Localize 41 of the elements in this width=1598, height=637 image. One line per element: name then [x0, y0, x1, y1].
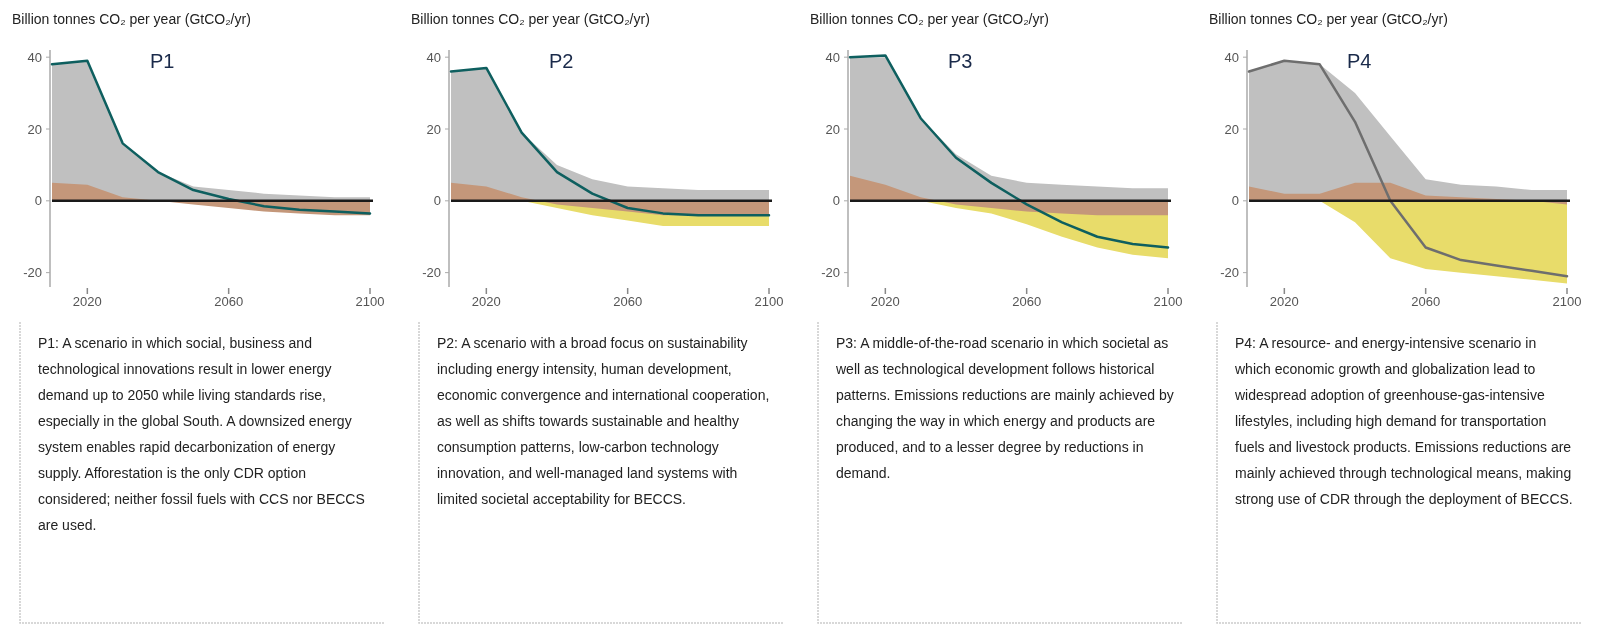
chart-title: P4	[1347, 50, 1372, 72]
y-tick-label: 20	[1224, 121, 1239, 137]
text: P4: A resource- and energy-intensive scenario in which economic growth and globalization lead to widespread adoption of greenhouse-gas-intensive lifestyles, including high demand for transportation fuels and livestock products. Emissions reductions are mainly achieved through technological means, making strong use of CDR through the deployment of BECCS.	[1234, 335, 1573, 507]
y-tick-label: 0	[1231, 193, 1239, 209]
y-tick-label: 0	[433, 193, 441, 209]
y-tick-label: 40	[825, 49, 840, 65]
y-tick-label: -20	[23, 265, 42, 281]
x-tick-label: 2020	[1269, 294, 1299, 309]
y-axis-title: Billion tonnes CO₂ per year (GtCO₂/yr)	[810, 11, 1049, 27]
x-tick-label: 2020	[870, 294, 900, 309]
x-tick-label: 2100	[1153, 294, 1183, 309]
y-tick-label: 20	[825, 121, 840, 137]
y-tick-label: 20	[27, 121, 42, 137]
y-tick-label: 0	[832, 193, 840, 209]
line-series	[848, 54, 1170, 249]
y-tick-label: 40	[1224, 49, 1239, 65]
chart-title: P3	[948, 50, 973, 72]
y-tick-label: 40	[27, 49, 42, 65]
y-axis-title: Billion tonnes CO₂ per year (GtCO₂/yr)	[411, 11, 650, 27]
chart-title: P1	[150, 50, 175, 72]
y-tick-label: 0	[34, 193, 42, 209]
text: P2: A scenario with a broad focus on sustainability including energy intensity, human development, economic convergence and international cooperation, as well as shifts towards sustainable and healthy consumption patterns, low-carbon technology innovation, and well-managed land systems with limited societal acceptability for BECCS.	[437, 335, 770, 507]
y-tick-label: -20	[422, 265, 441, 281]
x-tick-label: 2060	[1012, 294, 1042, 309]
x-tick-label: 2100	[754, 294, 784, 309]
y-tick-label: -20	[821, 265, 840, 281]
y-tick-label: 20	[426, 121, 441, 137]
y-axis-title: Billion tonnes CO₂ per year (GtCO₂/yr)	[1209, 11, 1448, 27]
x-tick-label: 2020	[72, 294, 102, 309]
text: P3: A middle-of-the-road scenario in which societal as well as technological development follows historical patterns. Emissions reductions are mainly achieved by changing the way in which energy and products are produced, and to a lesser degree by reductions in demand.	[835, 335, 1174, 481]
y-axis-title: Billion tonnes CO₂ per year (GtCO₂/yr)	[12, 11, 251, 27]
x-tick-label: 2100	[1552, 294, 1582, 309]
text: P1: A scenario in which social, business and technological innovations result in lower energy demand up to 2050 while living standards rise, especially in the global South. A downsized energy system enables rapid decarbonization of energy supply. Afforestation is the only CDR option considered; neither fossil fuels with CCS nor BECCS are used.	[38, 335, 365, 533]
x-tick-label: 2020	[471, 294, 501, 309]
y-tick-label: -20	[1220, 265, 1239, 281]
x-tick-label: 2060	[1411, 294, 1441, 309]
y-tick-label: 40	[426, 49, 441, 65]
x-tick-label: 2100	[355, 294, 385, 309]
x-tick-label: 2060	[613, 294, 643, 309]
chart-title: P2	[549, 50, 574, 72]
x-tick-label: 2060	[214, 294, 244, 309]
